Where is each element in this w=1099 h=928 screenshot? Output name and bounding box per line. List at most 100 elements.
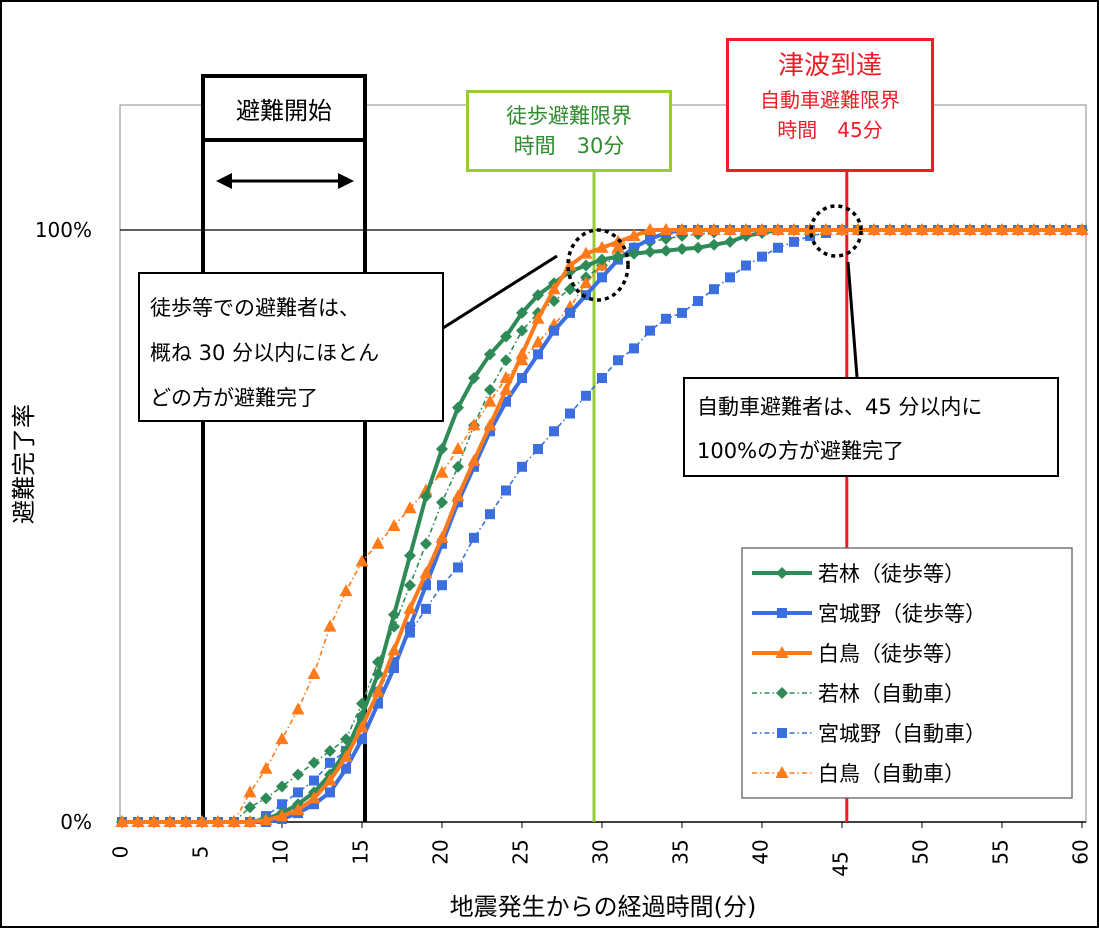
data-point: [115, 815, 129, 827]
data-point: [596, 253, 608, 266]
data-point: [357, 734, 367, 745]
data-point: [307, 667, 321, 679]
y-tick-label: 100%: [35, 218, 92, 242]
legend-box: [741, 547, 1073, 799]
data-point: [613, 355, 623, 366]
data-point: [404, 579, 416, 592]
data-point: [645, 233, 655, 244]
data-point: [435, 465, 449, 478]
start-arrow-left-head: [216, 173, 232, 189]
data-point: [309, 799, 319, 810]
data-point: [195, 815, 209, 827]
car-highlight-circle: [809, 204, 863, 258]
data-point: [484, 383, 496, 396]
data-point: [437, 580, 447, 591]
data-point: [387, 643, 401, 656]
data-point: [789, 236, 799, 247]
data-point: [707, 223, 721, 235]
x-tick-label: 25: [509, 839, 533, 864]
start-arrow-right-head: [338, 173, 354, 189]
data-point: [405, 621, 415, 632]
data-point: [436, 496, 448, 509]
legend-label: 宮城野（徒歩等）: [818, 602, 986, 626]
data-point: [405, 627, 415, 638]
data-point: [483, 394, 497, 407]
data-point: [708, 238, 720, 251]
data-point: [291, 803, 305, 816]
walk-note-line2: 概ね 30 分以内にほとん: [150, 341, 380, 365]
x-tick-label: 30: [589, 839, 613, 864]
data-point: [403, 601, 417, 614]
data-point: [533, 349, 543, 360]
x-tick-label: 5: [189, 846, 213, 859]
x-tick-label: 15: [349, 839, 373, 864]
walk-limit-box: 徒歩避難限界 時間 30分: [466, 90, 672, 172]
data-point: [452, 401, 464, 414]
data-point: [693, 296, 703, 307]
car-callout-line: [846, 261, 859, 378]
data-point: [629, 343, 639, 354]
data-point: [451, 489, 465, 502]
data-point: [675, 223, 689, 235]
legend-label: 白鳥（自動車）: [818, 762, 965, 786]
data-point: [963, 223, 977, 235]
data-point: [308, 756, 320, 769]
data-point: [277, 799, 287, 810]
series-3: [115, 223, 1089, 827]
data-point: [883, 223, 897, 235]
data-point: [580, 259, 592, 272]
data-point: [371, 536, 385, 549]
data-point: [724, 235, 736, 248]
data-point: [776, 687, 788, 699]
data-point: [739, 223, 753, 235]
data-point: [516, 324, 528, 337]
data-point: [835, 223, 849, 235]
walk-note-line1: 徒歩等での避難者は、: [150, 296, 360, 320]
data-point: [579, 246, 593, 259]
legend-label: 宮城野（自動車）: [818, 722, 986, 746]
data-point: [1075, 223, 1089, 235]
data-point: [452, 460, 464, 473]
data-point: [293, 787, 303, 798]
x-tick-label: 60: [1069, 839, 1093, 864]
data-point: [435, 530, 449, 543]
walk-limit-line1: 徒歩避難限界: [506, 104, 632, 128]
walk-highlight-circle: [566, 228, 630, 302]
data-point: [1027, 223, 1041, 235]
data-point: [131, 815, 145, 827]
data-point: [243, 785, 257, 798]
data-point: [979, 223, 993, 235]
data-point: [419, 566, 433, 579]
data-point: [404, 549, 416, 562]
data-point: [725, 272, 735, 283]
data-point: [899, 223, 913, 235]
data-point: [309, 775, 319, 786]
data-point: [516, 306, 528, 319]
data-point: [547, 282, 561, 295]
data-point: [339, 749, 353, 762]
data-point: [163, 815, 177, 827]
data-point: [532, 289, 544, 302]
x-tick-label: 45: [829, 851, 853, 876]
data-point: [371, 684, 385, 697]
data-point: [531, 335, 545, 348]
data-point: [403, 501, 417, 514]
legend-label: 白鳥（徒歩等）: [818, 642, 965, 666]
data-point: [692, 241, 704, 254]
data-point: [676, 242, 688, 255]
data-point: [307, 791, 321, 804]
tsunami-line2: 自動車避難限界: [760, 88, 900, 112]
data-point: [421, 580, 431, 591]
data-point: [776, 567, 788, 579]
data-point: [691, 223, 705, 235]
data-point: [867, 223, 881, 235]
walk-note-box: 徒歩等での避難者は、 概ね 30 分以内にほとん どの方が避難完了: [138, 272, 444, 422]
data-point: [259, 813, 273, 826]
data-point: [531, 311, 545, 324]
data-point: [341, 763, 351, 774]
data-point: [777, 608, 787, 618]
data-point: [388, 608, 400, 621]
data-point: [451, 442, 465, 455]
tsunami-line1: 津波到達: [777, 51, 882, 81]
